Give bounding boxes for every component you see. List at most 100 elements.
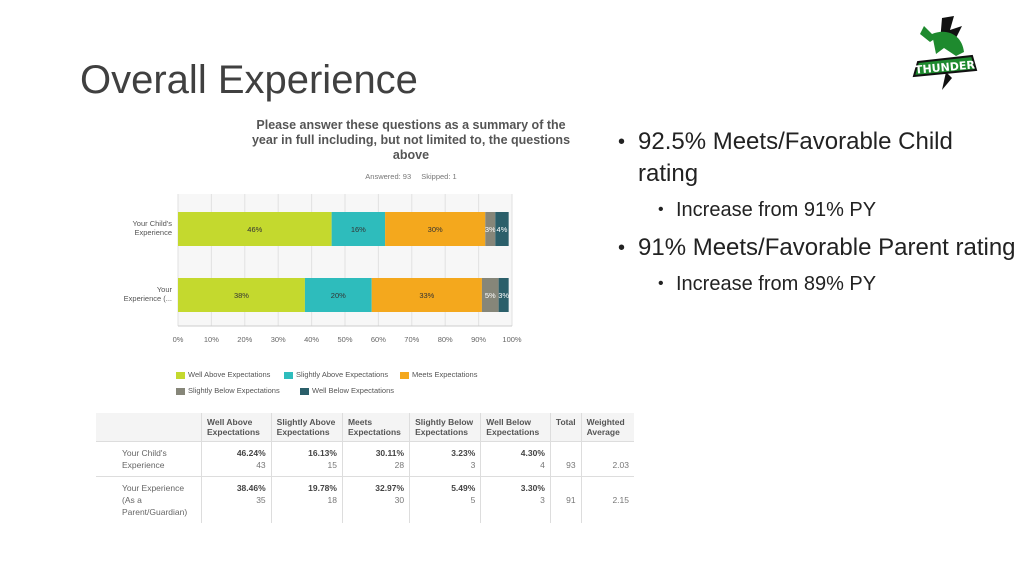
cell-count: 30 [394, 495, 405, 505]
table-cell: 46.24% 43 [201, 441, 272, 477]
cell-percent: 30.11% [375, 448, 405, 458]
x-tick-label: 30% [271, 335, 286, 344]
bar-segment [178, 278, 305, 312]
row-total: 91 [566, 495, 576, 505]
cell-percent: 46.24% [236, 448, 266, 458]
table-cell: 16.13% 15 [270, 441, 343, 477]
bar-segment [481, 278, 499, 312]
legend-label: Slightly Above Expectations [296, 370, 389, 379]
x-tick-label: 50% [337, 335, 352, 344]
bar-data-label: 30% [428, 225, 443, 234]
bar-segment [385, 212, 486, 246]
legend-label: Slightly Below Expectations [188, 386, 280, 395]
bar-data-label: 20% [331, 291, 346, 300]
bar-data-label: 5% [485, 291, 496, 300]
table-cell: 4.30% 4 [480, 441, 551, 477]
weighted-average-cell: 2.03 [580, 441, 634, 477]
cell-percent: 4.30% [520, 448, 545, 458]
chart-title: Please answer these questions as a summa… [251, 118, 571, 162]
total-cell: 93 [549, 441, 582, 477]
table-cell: 19.78% 18 [270, 476, 343, 523]
legend-swatch [300, 387, 309, 395]
table-cell: 38.46% 35 [201, 476, 272, 523]
header-blank [96, 413, 202, 442]
x-tick-label: 60% [371, 335, 386, 344]
column-header: Slightly Below Expectations [409, 413, 481, 442]
bar-data-label: 4% [497, 225, 508, 234]
bar-data-label: 33% [419, 291, 434, 300]
svg-text:THUNDER: THUNDER [915, 58, 976, 76]
row-weighted-average: 2.15 [612, 495, 629, 505]
bar-segment [498, 278, 509, 312]
cell-count: 5 [470, 495, 476, 505]
legend-swatch [400, 371, 409, 379]
column-header: Well Above Expectations [201, 413, 272, 442]
legend-item: Well Below Expectations [300, 386, 394, 395]
legend-item: Well Above Expectations [176, 370, 270, 379]
cell-count: 18 [327, 495, 337, 505]
legend-item: Slightly Above Expectations [284, 370, 388, 379]
bullet-parent-rating: 91% Meets/Favorable Parent rating [616, 232, 1016, 264]
x-tick-label: 0% [173, 335, 184, 344]
cell-percent: 16.13% [308, 448, 337, 458]
cell-count: 4 [540, 460, 545, 470]
row-label: Your Experience (As a Parent/Guardian) [96, 476, 202, 523]
total-cell: 91 [549, 476, 582, 523]
legend-swatch [176, 387, 185, 395]
bar-data-label: 3% [485, 225, 496, 234]
cell-percent: 3.30% [520, 483, 545, 493]
legend-item: Slightly Below Expectations [176, 386, 280, 395]
column-header: Well Below Expectations [480, 413, 551, 442]
x-tick-label: 90% [471, 335, 486, 344]
cell-count: 35 [256, 495, 266, 505]
cell-count: 3 [540, 495, 545, 505]
table-row: Your Child's Experience 46.24% 43 16.13% 15 3… [96, 441, 634, 477]
cell-percent: 5.49% [451, 483, 476, 493]
x-tick-label: 10% [204, 335, 219, 344]
thunder-logo-icon: THUNDER [912, 16, 978, 90]
legend-label: Meets Expectations [412, 370, 478, 379]
sub-bullet-child-increase: Increase from 91% PY [616, 196, 1016, 224]
survey-chart: Please answer these questions as a summa… [96, 112, 636, 532]
bar-segment [304, 278, 372, 312]
slide-title: Overall Experience [80, 58, 418, 102]
stacked-bar-chart: 0% 10% 20% 30% 40% 50% 60% 70% 80% 90% 100% Your Ch… [124, 194, 522, 344]
legend-item: Meets Expectations [400, 370, 477, 379]
table-cell: 3.30% 3 [480, 476, 551, 523]
bar-segment [371, 278, 482, 312]
bar-segment [485, 212, 496, 246]
answered-skipped: Answered: 93 Skipped: 1 [246, 172, 576, 181]
legend-label: Well Below Expectations [312, 386, 394, 395]
column-header: Total [549, 413, 582, 442]
table-header-row: Well Above Expectations Slightly Above Ex… [96, 413, 634, 442]
legend-swatch [284, 371, 293, 379]
column-header: Meets Expectations [341, 413, 410, 442]
legend-label: Well Above Expectations [188, 370, 271, 379]
x-tick-label: 100% [502, 335, 522, 344]
cell-percent: 19.78% [308, 483, 337, 493]
cell-count: 43 [256, 460, 266, 470]
cell-percent: 32.97% [375, 483, 405, 493]
category-label: Your Child's Experience [132, 219, 172, 237]
cell-percent: 3.23% [451, 448, 476, 458]
answered-count: Answered: 93 [365, 172, 412, 181]
bar-data-label: 46% [247, 225, 262, 234]
bar-data-label: 3% [498, 291, 509, 300]
skipped-count: Skipped: 1 [421, 172, 457, 181]
bullet-list: 92.5% Meets/Favorable Child rating Incre… [616, 126, 1016, 306]
legend-swatch [176, 371, 185, 379]
bar-segment [178, 212, 332, 246]
table-cell: 32.97% 30 [341, 476, 410, 523]
column-header: Slightly Above Expectations [270, 413, 343, 442]
x-tick-label: 80% [438, 335, 453, 344]
sub-bullet-parent-increase: Increase from 89% PY [616, 270, 1016, 298]
bullet-child-rating: 92.5% Meets/Favorable Child rating [616, 126, 1016, 190]
table-row: Your Experience (As a Parent/Guardian) 38… [96, 476, 634, 523]
bar-data-label: 16% [351, 225, 366, 234]
bar-segment [331, 212, 386, 246]
cell-percent: 38.46% [236, 483, 266, 493]
x-tick-label: 20% [237, 335, 252, 344]
category-label: Your Experience (... [124, 285, 173, 303]
row-total: 93 [566, 460, 576, 470]
weighted-average-cell: 2.15 [580, 476, 634, 523]
